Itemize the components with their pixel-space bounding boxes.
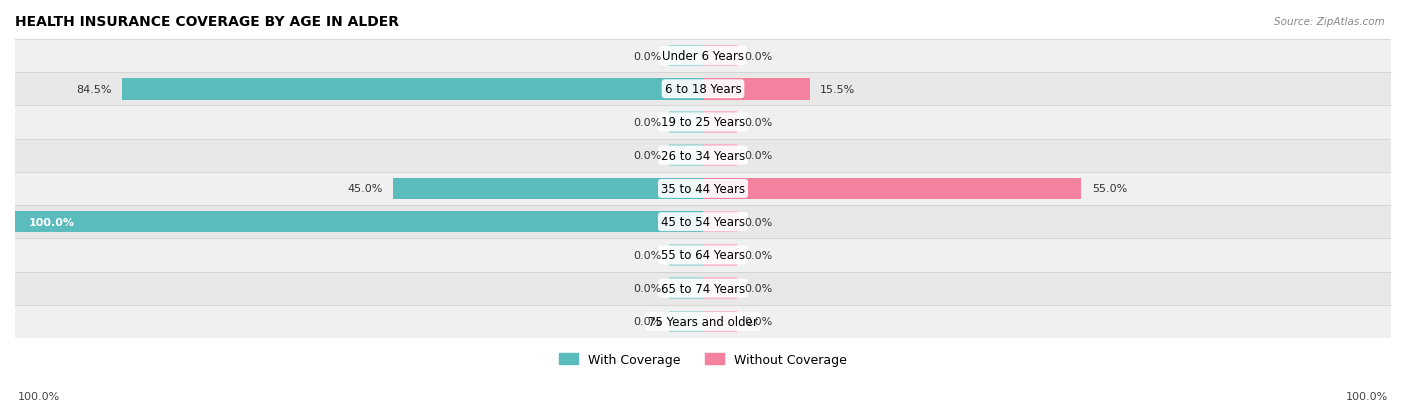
- Bar: [703, 79, 810, 100]
- Text: 55 to 64 Years: 55 to 64 Years: [661, 249, 745, 262]
- Text: Source: ZipAtlas.com: Source: ZipAtlas.com: [1274, 17, 1385, 26]
- Text: 0.0%: 0.0%: [634, 151, 662, 161]
- Bar: [15, 106, 1391, 139]
- Text: 0.0%: 0.0%: [744, 317, 772, 327]
- Bar: [122, 79, 703, 100]
- Text: 45.0%: 45.0%: [347, 184, 382, 194]
- Text: Under 6 Years: Under 6 Years: [662, 50, 744, 63]
- Bar: [703, 45, 737, 67]
- Text: 65 to 74 Years: 65 to 74 Years: [661, 282, 745, 295]
- Text: 75 Years and older: 75 Years and older: [648, 315, 758, 328]
- Bar: [703, 178, 1081, 200]
- Bar: [669, 278, 703, 299]
- Text: 0.0%: 0.0%: [634, 317, 662, 327]
- Text: 100.0%: 100.0%: [18, 391, 60, 401]
- Bar: [15, 206, 1391, 239]
- Bar: [15, 172, 1391, 206]
- Text: 0.0%: 0.0%: [634, 51, 662, 62]
- Text: 0.0%: 0.0%: [634, 283, 662, 293]
- Text: 45 to 54 Years: 45 to 54 Years: [661, 216, 745, 229]
- Text: 0.0%: 0.0%: [744, 51, 772, 62]
- Bar: [703, 112, 737, 133]
- Text: 84.5%: 84.5%: [76, 85, 111, 95]
- Bar: [669, 244, 703, 266]
- Bar: [669, 45, 703, 67]
- Bar: [15, 305, 1391, 338]
- Bar: [669, 311, 703, 332]
- Bar: [15, 211, 703, 233]
- Text: 35 to 44 Years: 35 to 44 Years: [661, 183, 745, 195]
- Text: 100.0%: 100.0%: [28, 217, 75, 227]
- Text: 26 to 34 Years: 26 to 34 Years: [661, 150, 745, 162]
- Text: 100.0%: 100.0%: [1346, 391, 1388, 401]
- Bar: [669, 112, 703, 133]
- Text: 0.0%: 0.0%: [744, 217, 772, 227]
- Text: 55.0%: 55.0%: [1091, 184, 1128, 194]
- Text: 0.0%: 0.0%: [634, 250, 662, 260]
- Bar: [703, 211, 737, 233]
- Text: 0.0%: 0.0%: [744, 118, 772, 128]
- Bar: [703, 278, 737, 299]
- Bar: [703, 145, 737, 166]
- Text: 0.0%: 0.0%: [744, 283, 772, 293]
- Bar: [703, 244, 737, 266]
- Bar: [15, 272, 1391, 305]
- Bar: [15, 139, 1391, 172]
- Legend: With Coverage, Without Coverage: With Coverage, Without Coverage: [554, 348, 852, 371]
- Bar: [394, 178, 703, 200]
- Text: 19 to 25 Years: 19 to 25 Years: [661, 116, 745, 129]
- Text: 0.0%: 0.0%: [744, 151, 772, 161]
- Text: 6 to 18 Years: 6 to 18 Years: [665, 83, 741, 96]
- Text: 15.5%: 15.5%: [820, 85, 855, 95]
- Text: HEALTH INSURANCE COVERAGE BY AGE IN ALDER: HEALTH INSURANCE COVERAGE BY AGE IN ALDE…: [15, 15, 399, 29]
- Bar: [703, 311, 737, 332]
- Bar: [15, 40, 1391, 73]
- Text: 0.0%: 0.0%: [744, 250, 772, 260]
- Bar: [669, 145, 703, 166]
- Bar: [15, 239, 1391, 272]
- Bar: [15, 73, 1391, 106]
- Text: 0.0%: 0.0%: [634, 118, 662, 128]
